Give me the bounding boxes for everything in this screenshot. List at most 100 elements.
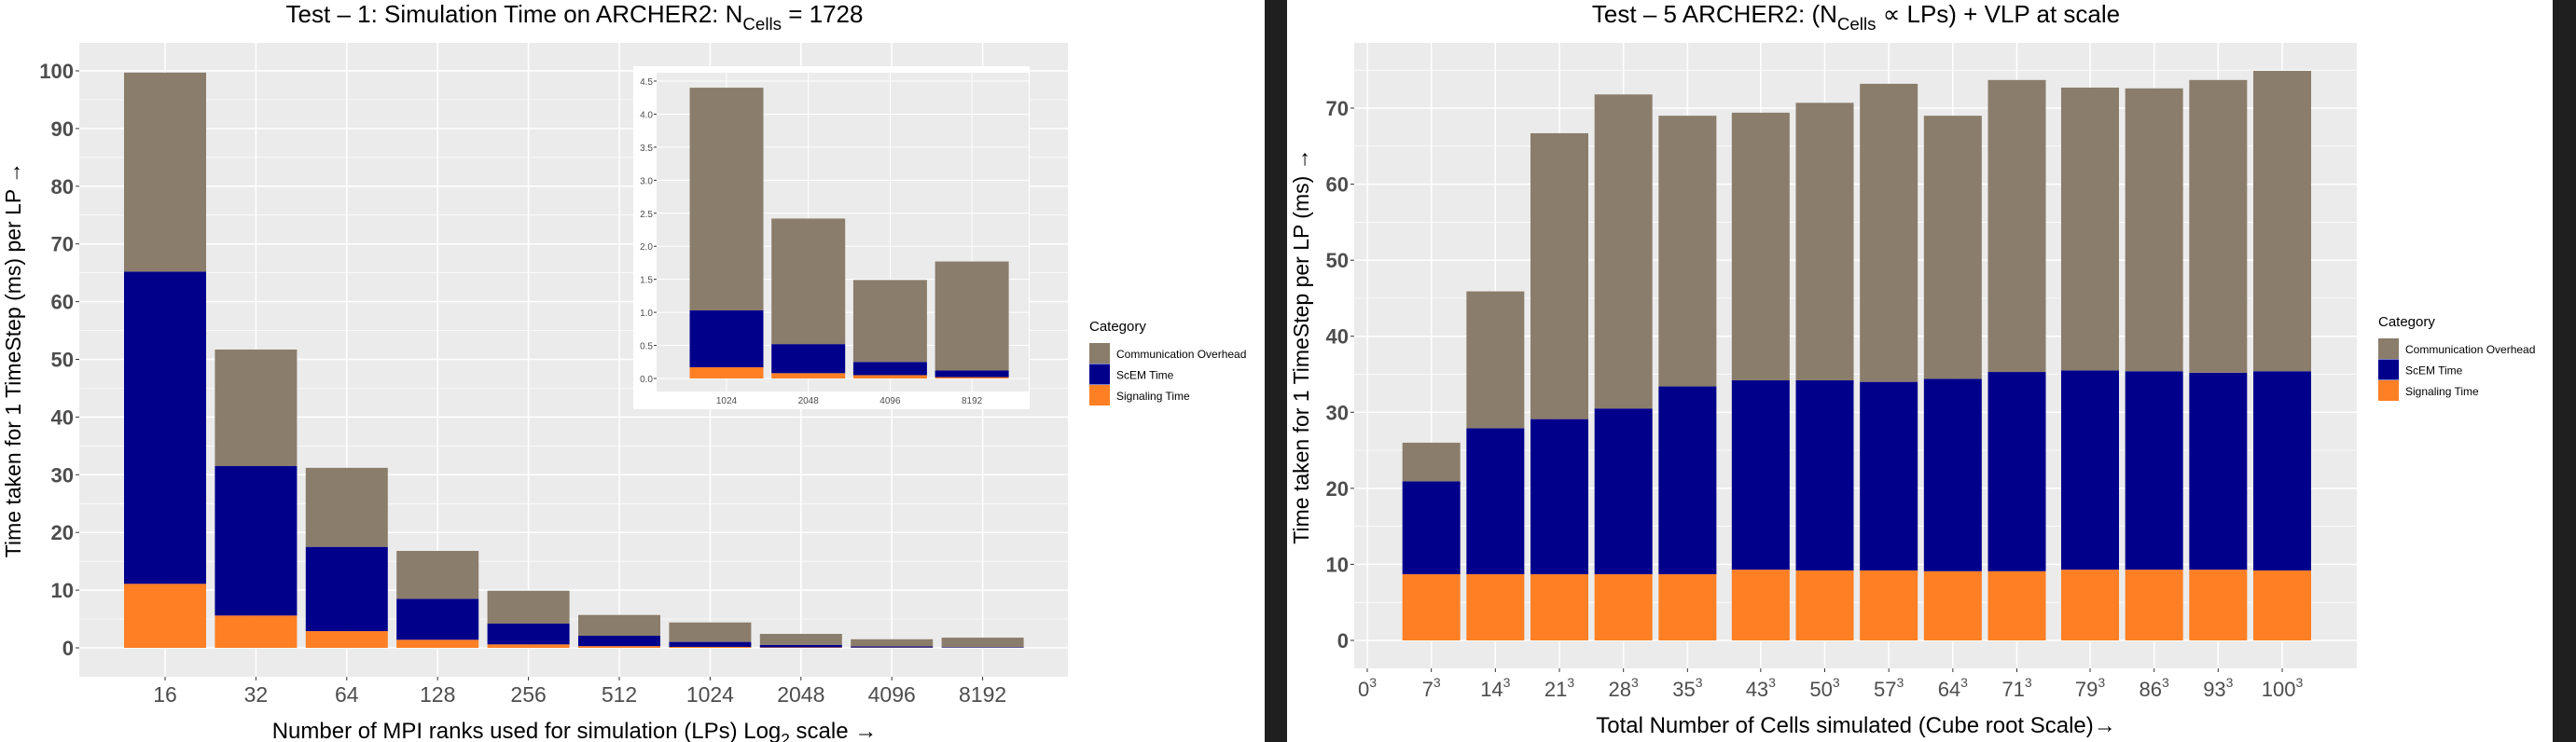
x-tick-base: 7 bbox=[1422, 678, 1433, 701]
chart2-title-subscript: Cells bbox=[1837, 14, 1877, 34]
inset-y-tick-label: 2.5 bbox=[640, 210, 653, 220]
chart1-title-end: = 1728 bbox=[782, 0, 863, 28]
inset-y-tick-label: 1.5 bbox=[640, 276, 653, 286]
x-tick-exponent: 3 bbox=[1768, 675, 1776, 690]
bar-scem-time bbox=[1795, 380, 1854, 570]
chart1-title: Test – 1: Simulation Time on ARCHER2: NC… bbox=[286, 0, 864, 34]
y-tick-label: 10 bbox=[1326, 553, 1349, 576]
inset-y-tick-label: 2.0 bbox=[640, 242, 653, 253]
y-tick-label: 60 bbox=[1326, 173, 1349, 197]
chart2-x-axis-title: Total Number of Cells simulated (Cube ro… bbox=[1596, 713, 2116, 738]
bar-communication-overhead bbox=[578, 614, 660, 637]
chart2-title-main: Test – 5 ARCHER2: (N bbox=[1592, 0, 1837, 28]
bar-scem-time bbox=[941, 647, 1024, 648]
x-tick-label: 64 bbox=[335, 682, 359, 707]
x-tick-label: 503 bbox=[1809, 675, 1839, 701]
x-tick-label: 2048 bbox=[777, 682, 824, 707]
bar-communication-overhead bbox=[2253, 71, 2311, 372]
x-tick-label: 643 bbox=[1938, 675, 1968, 701]
legend-swatch-scem-time bbox=[2378, 359, 2399, 380]
inset-y-tick-label: 1.0 bbox=[640, 309, 653, 319]
bar-signaling-time bbox=[124, 584, 206, 648]
bar-signaling-time bbox=[2125, 570, 2183, 640]
x-tick-label: 933 bbox=[2203, 675, 2233, 701]
bar-scem-time bbox=[2189, 372, 2248, 570]
x-tick-exponent: 3 bbox=[1433, 675, 1441, 690]
x-tick-exponent: 3 bbox=[2295, 675, 2303, 690]
x-tick-label: 32 bbox=[244, 682, 269, 707]
chart2-y-axis-title: Time taken for 1 TimeStep per LP (ms) → bbox=[1289, 148, 1313, 543]
right-edge-border bbox=[2553, 0, 2576, 742]
bar-signaling-time bbox=[1987, 570, 2046, 640]
bar-scem-time bbox=[578, 636, 660, 647]
y-tick-label: 70 bbox=[51, 233, 74, 256]
bar-communication-overhead bbox=[1658, 116, 1717, 387]
y-tick-label: 70 bbox=[1326, 97, 1349, 120]
bar-signaling-time bbox=[1402, 574, 1461, 640]
bar-scem-time bbox=[305, 546, 388, 632]
chart1-x-axis-title: Number of MPI ranks used for simulation … bbox=[272, 719, 878, 742]
chart2-title: Test – 5 ARCHER2: (NCells ∝ LPs) + VLP a… bbox=[1592, 0, 2120, 34]
bar-signaling-time bbox=[1860, 570, 1918, 640]
legend-swatch-communication-overhead bbox=[2378, 338, 2399, 359]
bar-scem-time bbox=[1923, 378, 1982, 571]
bar-signaling-time bbox=[2189, 570, 2248, 640]
bar-signaling-time bbox=[1530, 574, 1589, 640]
chart2-x-axis-title-end: → bbox=[2094, 713, 2116, 738]
x-tick-label: 143 bbox=[1480, 675, 1510, 701]
x-tick-label: 353 bbox=[1672, 675, 1702, 701]
bar-scem-time bbox=[1530, 419, 1589, 575]
bar-communication-overhead bbox=[1860, 83, 1918, 382]
bar-scem-time bbox=[689, 309, 764, 367]
x-tick-base: 35 bbox=[1672, 678, 1695, 701]
x-tick-label: 8192 bbox=[959, 682, 1006, 707]
bar-signaling-time bbox=[578, 646, 660, 648]
x-tick-base: 86 bbox=[2140, 678, 2162, 701]
bar-signaling-time bbox=[1923, 570, 1982, 640]
bar-communication-overhead bbox=[215, 349, 298, 467]
bar-communication-overhead bbox=[1923, 116, 1982, 379]
y-tick-label: 40 bbox=[1326, 325, 1349, 349]
x-tick-exponent: 3 bbox=[2025, 675, 2032, 690]
y-tick-label: 20 bbox=[51, 521, 74, 544]
chart1-x-axis-title-end: scale → bbox=[790, 719, 877, 742]
bar-communication-overhead bbox=[851, 639, 934, 647]
inset-y-tick-label: 4.0 bbox=[640, 110, 653, 120]
x-tick-base: 79 bbox=[2075, 678, 2098, 701]
bar-scem-time bbox=[669, 641, 752, 647]
bar-communication-overhead bbox=[1402, 442, 1461, 482]
bar-communication-overhead bbox=[1731, 112, 1790, 381]
x-tick-label: 213 bbox=[1544, 675, 1574, 701]
bar-communication-overhead bbox=[771, 218, 846, 345]
x-tick-label: 4096 bbox=[868, 682, 916, 707]
x-tick-exponent: 3 bbox=[1567, 675, 1574, 690]
x-tick-label: 573 bbox=[1874, 675, 1904, 701]
bar-scem-time bbox=[851, 646, 934, 648]
bar-scem-time bbox=[2253, 371, 2311, 570]
bar-communication-overhead bbox=[669, 622, 752, 642]
chart1-x-axis-title-subscript: 2 bbox=[781, 730, 790, 742]
x-tick-label: 433 bbox=[1746, 675, 1776, 701]
legend-swatch-communication-overhead bbox=[1089, 343, 1110, 364]
y-tick-label: 90 bbox=[51, 117, 74, 141]
bar-signaling-time bbox=[1795, 570, 1854, 640]
legend-title: Category bbox=[2378, 314, 2435, 330]
bar-scem-time bbox=[852, 362, 927, 376]
bar-communication-overhead bbox=[1466, 291, 1525, 429]
bar-communication-overhead bbox=[2060, 87, 2119, 371]
bar-communication-overhead bbox=[487, 590, 570, 625]
chart1-title-subscript: Cells bbox=[742, 14, 782, 34]
legend-swatch-scem-time bbox=[1089, 364, 1110, 385]
x-tick-label: 1024 bbox=[686, 682, 734, 707]
y-tick-label: 30 bbox=[51, 463, 74, 487]
inset-x-tick-label: 2048 bbox=[798, 396, 820, 406]
x-tick-label: 512 bbox=[602, 682, 637, 707]
x-tick-label: 283 bbox=[1609, 675, 1639, 701]
bar-communication-overhead bbox=[396, 551, 479, 599]
bar-signaling-time bbox=[487, 644, 570, 648]
legend-label: Communication Overhead bbox=[2405, 343, 2535, 356]
bar-scem-time bbox=[1860, 381, 1918, 570]
bar-signaling-time bbox=[1466, 574, 1525, 640]
